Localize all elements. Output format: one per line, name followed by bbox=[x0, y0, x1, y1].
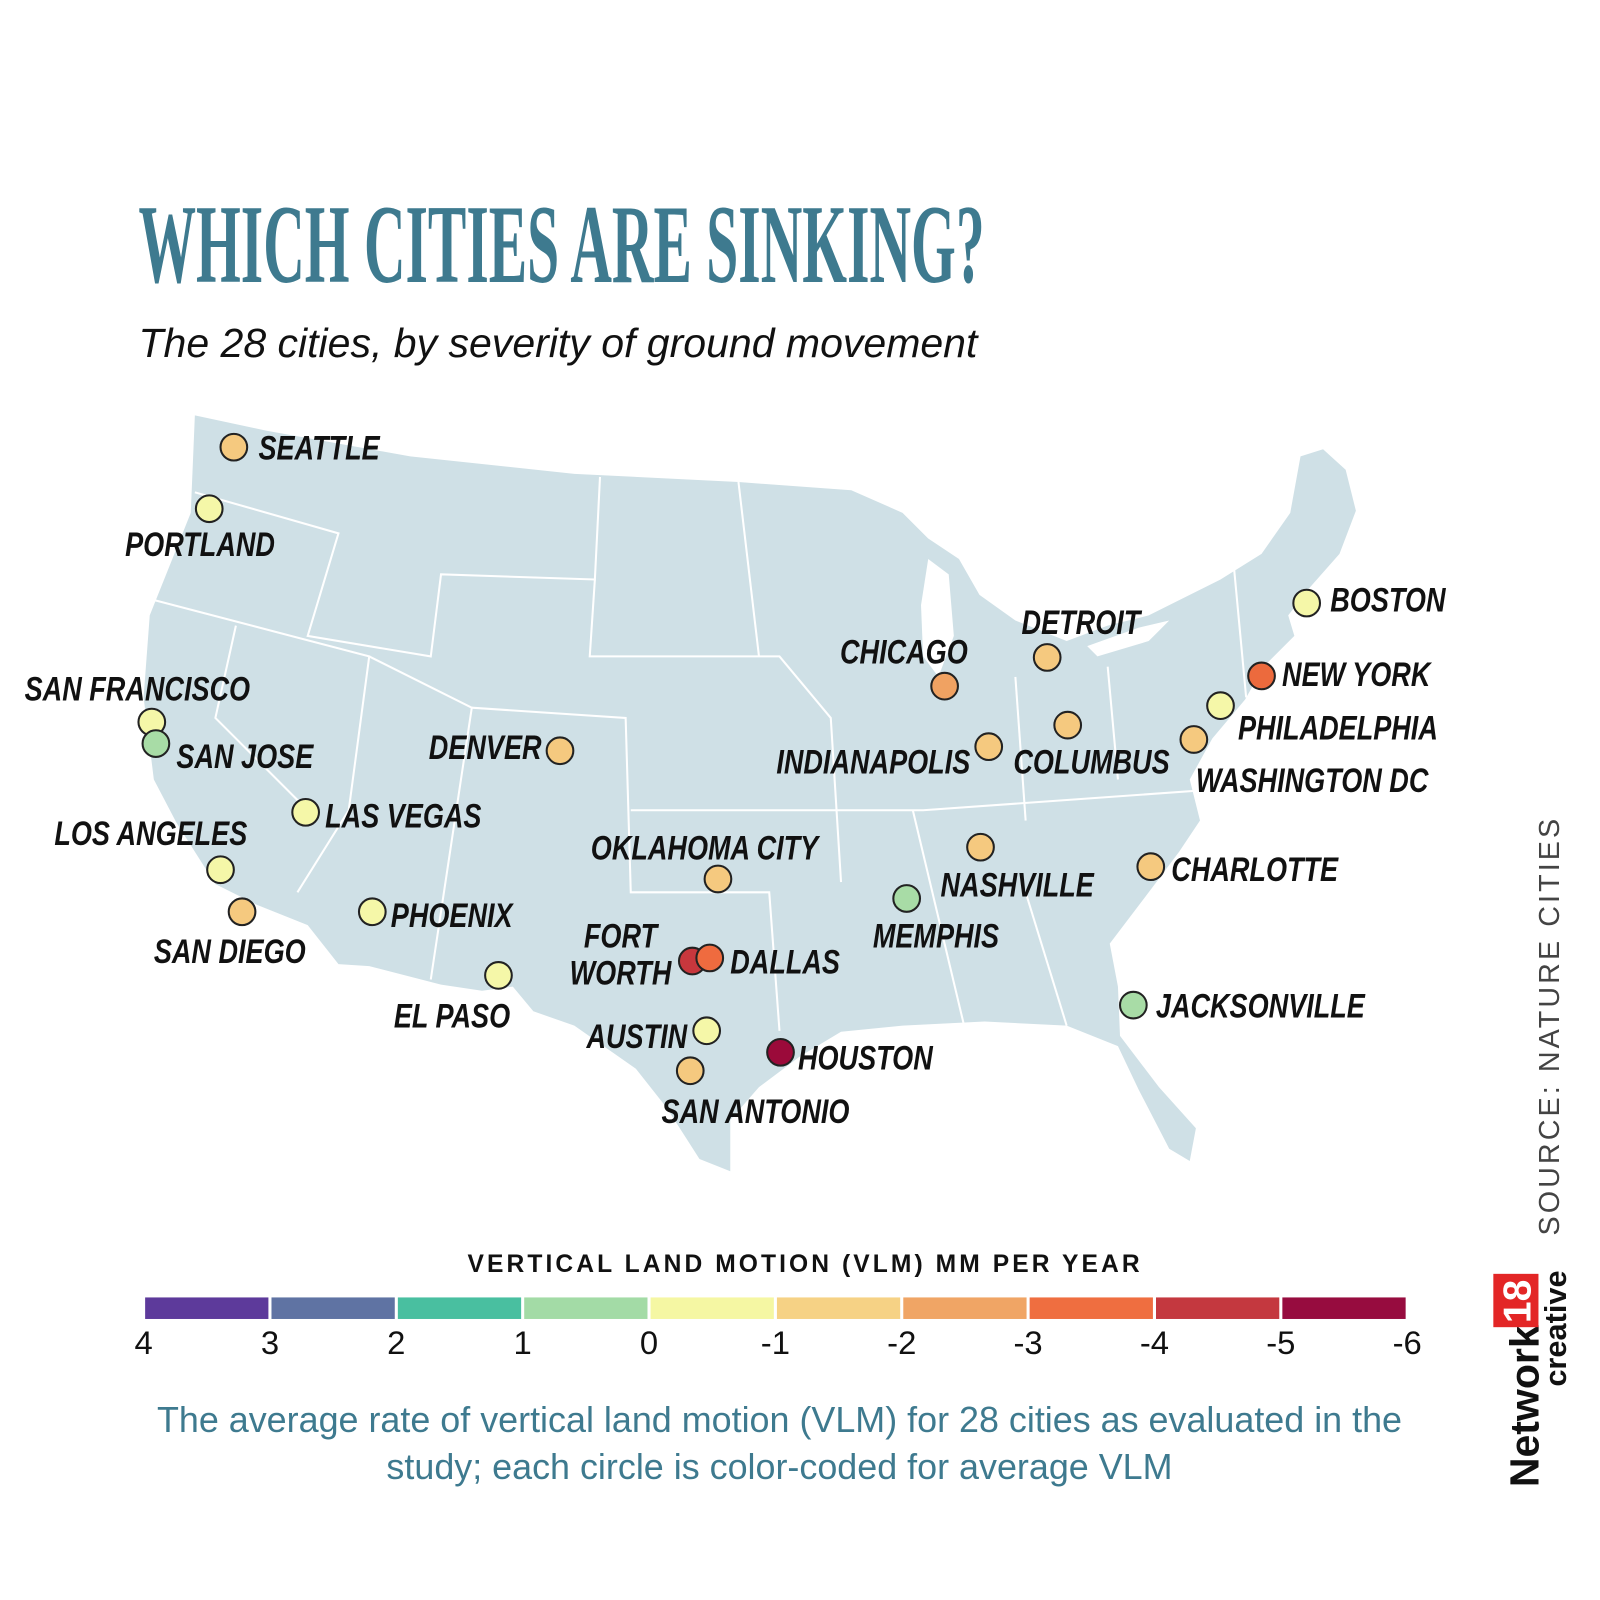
city-marker bbox=[692, 1016, 722, 1046]
legend-swatch bbox=[397, 1297, 522, 1319]
city-marker bbox=[974, 732, 1004, 762]
title: WHICH CITIES ARE SINKING? bbox=[138, 182, 984, 307]
city-label: BOSTON bbox=[1330, 581, 1446, 619]
city-marker bbox=[1053, 710, 1083, 740]
legend-tick-label: 0 bbox=[640, 1324, 658, 1361]
legend-swatch bbox=[650, 1297, 774, 1319]
city-label: SAN JOSE bbox=[176, 738, 314, 776]
city-label: SAN FRANCISCO bbox=[25, 671, 251, 709]
city-marker bbox=[1292, 588, 1322, 618]
city-label: MEMPHIS bbox=[873, 918, 1000, 956]
city-marker bbox=[966, 832, 995, 862]
city-marker bbox=[703, 864, 733, 894]
city-label: AUSTIN bbox=[586, 1018, 688, 1056]
city-label: CHARLOTTE bbox=[1171, 851, 1339, 889]
brand-number: 18 bbox=[1496, 1280, 1539, 1323]
city-label: PHOENIX bbox=[391, 897, 514, 935]
legend-title: VERTICAL LAND MOTION (VLM) MM PER YEAR bbox=[468, 1251, 1143, 1278]
city-marker bbox=[545, 736, 575, 766]
city-marker bbox=[291, 797, 320, 827]
city-label: PHILADELPHIA bbox=[1238, 710, 1438, 748]
legend-tick-label: 3 bbox=[261, 1324, 279, 1361]
legend-swatch bbox=[1156, 1297, 1280, 1319]
city-label: PORTLAND bbox=[125, 526, 275, 564]
city-label: LAS VEGAS bbox=[325, 798, 482, 836]
city-label: HOUSTON bbox=[798, 1040, 934, 1078]
legend-tick-label: -1 bbox=[761, 1324, 790, 1361]
brand-box bbox=[1493, 1273, 1539, 1328]
city-layer: SEATTLE PORTLAND SAN FRANCISCO SAN JOSE LOS … bbox=[25, 430, 1447, 1131]
city-label-box: FORT WORTH bbox=[569, 917, 672, 992]
city-marker bbox=[1247, 661, 1276, 691]
city-marker bbox=[1118, 990, 1148, 1020]
city-marker bbox=[1179, 725, 1209, 754]
caption: The average rate of vertical land motion… bbox=[156, 1400, 1403, 1488]
city-label: FORT WORTH bbox=[569, 917, 672, 992]
city-marker bbox=[206, 855, 235, 885]
legend-tick-label: -6 bbox=[1393, 1324, 1422, 1361]
city-marker bbox=[892, 884, 922, 913]
legend-tick-label: 1 bbox=[514, 1324, 532, 1361]
city-label: WASHINGTON DC bbox=[1196, 762, 1429, 800]
legend-tick-label: -4 bbox=[1140, 1324, 1169, 1361]
city-label: COLUMBUS bbox=[1013, 744, 1170, 782]
city-label: SEATTLE bbox=[258, 430, 381, 468]
legend-swatch bbox=[903, 1297, 1027, 1319]
city-marker bbox=[141, 729, 171, 758]
legend-tick-label: -3 bbox=[1014, 1324, 1043, 1361]
city-marker bbox=[675, 1056, 705, 1086]
legend: 4 3 2 1 0 -1 -2 -3 -4 -5 -6 bbox=[134, 1297, 1422, 1361]
brand: Network 18 creative bbox=[1493, 1270, 1573, 1487]
city-label: DENVER bbox=[429, 729, 542, 767]
city-label: CHICAGO bbox=[840, 634, 968, 672]
city-marker bbox=[695, 943, 725, 973]
brand-name: Network bbox=[1501, 1325, 1547, 1487]
city-label: NASHVILLE bbox=[941, 867, 1096, 905]
city-label: SAN ANTONIO bbox=[662, 1093, 850, 1131]
caption-box: The average rate of vertical land motion… bbox=[156, 1400, 1403, 1488]
legend-tick-label: 2 bbox=[387, 1324, 405, 1361]
city-label: INDIANAPOLIS bbox=[776, 744, 970, 782]
city-marker bbox=[357, 897, 387, 927]
city-marker bbox=[227, 897, 257, 927]
city-label: JACKSONVILLE bbox=[1156, 988, 1366, 1026]
city-marker bbox=[194, 494, 224, 524]
city-marker bbox=[930, 671, 959, 701]
legend-tick-label: -2 bbox=[887, 1324, 916, 1361]
city-label: OKLAHOMA CITY bbox=[591, 830, 821, 868]
legend-tick-label: -5 bbox=[1266, 1324, 1295, 1361]
legend-swatch bbox=[1029, 1297, 1153, 1319]
city-marker bbox=[766, 1037, 795, 1067]
legend-swatch bbox=[524, 1297, 648, 1319]
city-marker bbox=[1032, 643, 1062, 672]
legend-swatch bbox=[145, 1297, 269, 1319]
city-label: NEW YORK bbox=[1282, 656, 1432, 694]
city-label: LOS ANGELES bbox=[54, 815, 247, 853]
city-marker bbox=[1206, 691, 1235, 720]
brand-tagline: creative bbox=[1538, 1270, 1573, 1386]
legend-tick-label: 4 bbox=[134, 1324, 152, 1361]
legend-swatch bbox=[776, 1297, 901, 1319]
legend-swatch bbox=[1282, 1297, 1406, 1319]
city-label: DALLAS bbox=[730, 944, 840, 982]
city-label: SAN DIEGO bbox=[154, 933, 306, 971]
us-map bbox=[143, 415, 1356, 1172]
legend-swatch bbox=[271, 1297, 395, 1319]
source: SOURCE: NATURE CITIES bbox=[1534, 816, 1566, 1236]
city-label: EL PASO bbox=[394, 998, 510, 1036]
city-marker bbox=[1136, 852, 1166, 882]
subtitle: The 28 cities, by severity of ground mov… bbox=[138, 320, 979, 366]
city-marker bbox=[219, 432, 249, 462]
city-marker bbox=[484, 961, 513, 990]
city-label: DETROIT bbox=[1022, 604, 1143, 642]
